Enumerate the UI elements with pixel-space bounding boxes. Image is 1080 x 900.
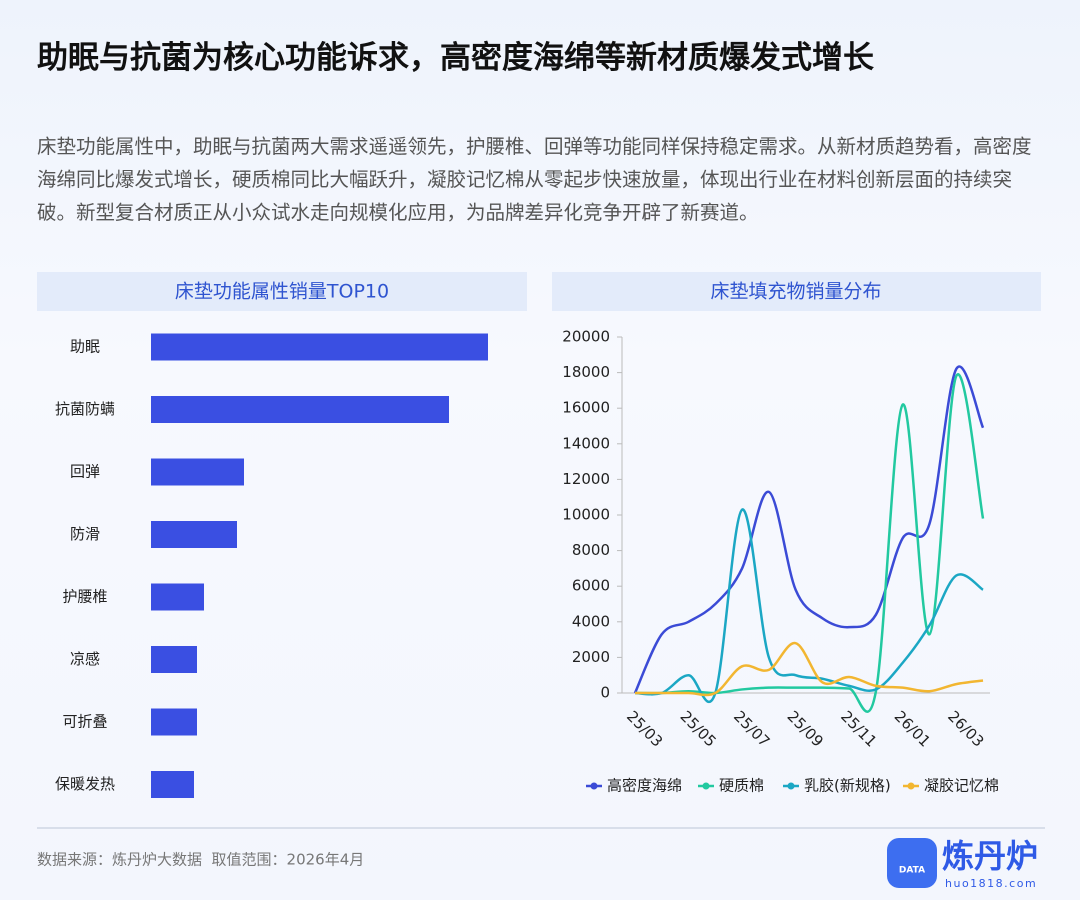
bar <box>151 396 449 423</box>
category-label: 可折叠 <box>62 713 107 731</box>
y-tick-label: 14000 <box>562 434 610 452</box>
y-tick-label: 18000 <box>562 363 610 381</box>
category-label: 助眠 <box>70 338 100 356</box>
bar <box>151 708 197 736</box>
legend-dot <box>702 782 710 790</box>
bar <box>151 458 244 486</box>
y-tick-label: 20000 <box>562 328 610 346</box>
legend-dot <box>907 782 915 790</box>
chart-title: 床垫功能属性销量TOP10 <box>175 281 389 303</box>
brand-url: huo1818.com <box>945 877 1037 890</box>
y-tick-label: 10000 <box>562 506 610 524</box>
panel-header <box>552 272 1041 311</box>
bar <box>151 521 237 548</box>
category-label: 凉感 <box>70 650 100 668</box>
y-tick-label: 4000 <box>572 612 610 630</box>
legend-label: 乳胶(新规格) <box>804 777 891 795</box>
series-line <box>634 641 984 697</box>
category-label: 回弹 <box>70 463 100 481</box>
brand: 炼丹炉 <box>942 837 1038 875</box>
logo-icon <box>887 838 937 888</box>
legend-label: 硬质棉 <box>719 777 764 795</box>
x-tick-label: 26/03 <box>944 707 987 750</box>
panel-header <box>37 272 527 311</box>
y-tick-label: 8000 <box>572 541 610 559</box>
y-tick-label: 0 <box>600 684 610 702</box>
legend-dot <box>787 782 795 790</box>
x-tick-label: 25/07 <box>730 707 773 750</box>
y-tick-label: 2000 <box>572 648 610 666</box>
bar <box>151 646 197 673</box>
series-line <box>634 508 984 703</box>
bar <box>151 771 194 798</box>
series-line <box>634 373 985 713</box>
x-tick-label: 26/01 <box>891 707 934 750</box>
legend-label: 凝胶记忆棉 <box>924 777 999 795</box>
series-line <box>633 365 985 694</box>
description: 床垫功能属性中，助眠与抗菌两大需求遥遥领先，护腰椎、回弹等功能同样保持稳定需求。… <box>37 135 1032 224</box>
category-label: 防滑 <box>70 525 100 543</box>
x-tick-label: 25/05 <box>677 707 720 750</box>
legend-dot <box>590 782 598 790</box>
x-tick-label: 25/03 <box>623 707 666 750</box>
legend-label: 高密度海绵 <box>607 777 682 795</box>
source: 数据来源：炼丹炉大数据 取值范围：2026年4月 <box>37 851 364 869</box>
bar <box>151 583 204 611</box>
y-tick-label: 12000 <box>562 470 610 488</box>
category-label: 护腰椎 <box>62 588 107 606</box>
bar <box>151 333 488 361</box>
x-tick-label: 25/11 <box>837 707 880 750</box>
y-tick-label: 16000 <box>562 399 610 417</box>
page-title: 助眠与抗菌为核心功能诉求，高密度海绵等新材质爆发式增长 <box>37 40 874 76</box>
category-label: 抗菌防螨 <box>55 400 115 418</box>
y-tick-label: 6000 <box>572 577 610 595</box>
logo-text: DATA <box>899 866 925 876</box>
chart-title: 床垫填充物销量分布 <box>710 281 881 303</box>
category-label: 保暖发热 <box>55 775 115 793</box>
x-tick-label: 25/09 <box>784 707 827 750</box>
